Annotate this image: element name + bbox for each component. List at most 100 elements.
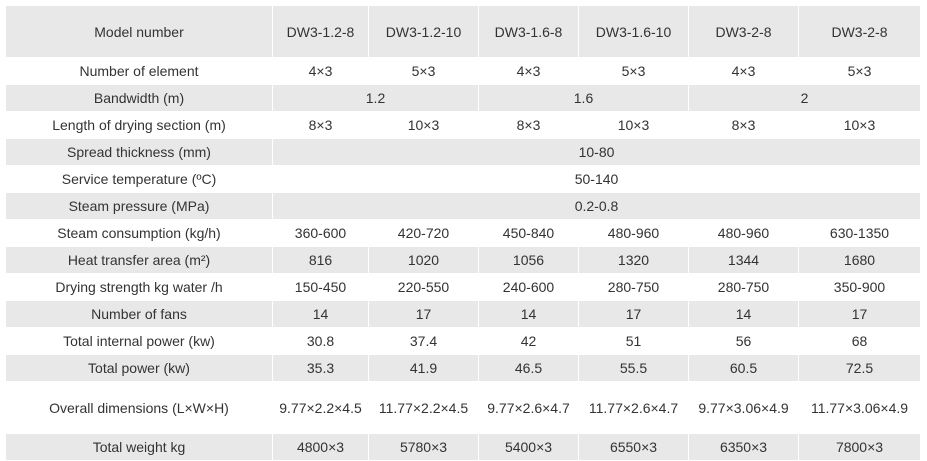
table-row: Service temperature (ºC) 50-140 <box>5 165 921 193</box>
cell: 280-750 <box>688 273 799 301</box>
cell: 11.77×2.2×4.5 <box>368 381 479 434</box>
page: Model number DW3-1.2-8 DW3-1.2-10 DW3-1.6-8… <box>5 5 921 461</box>
row-label: Number of element <box>5 57 273 85</box>
row-label: Model number <box>5 5 273 58</box>
spec-table: Model number DW3-1.2-8 DW3-1.2-10 DW3-1.6-8… <box>5 5 921 461</box>
cell: 51 <box>578 327 689 355</box>
cell: 8×3 <box>688 111 799 139</box>
cell: DW3-1.6-10 <box>578 5 689 58</box>
cell: 5780×3 <box>368 433 479 461</box>
cell: 4×3 <box>478 57 579 85</box>
cell: 4×3 <box>272 57 369 85</box>
cell: 1056 <box>478 246 579 274</box>
row-label: Total internal power (kw) <box>5 327 273 355</box>
cell: 4800×3 <box>272 433 369 461</box>
table-row: Steam consumption (kg/h) 360-600 420-720 45… <box>5 219 921 247</box>
table-row: Model number DW3-1.2-8 DW3-1.2-10 DW3-1.6-8… <box>5 5 921 58</box>
cell: 1320 <box>578 246 689 274</box>
row-label: Number of fans <box>5 300 273 328</box>
table-row: Overall dimensions (L×W×H) 9.77×2.2×4.5 11… <box>5 381 921 434</box>
row-label: Length of drying section (m) <box>5 111 273 139</box>
cell: 1344 <box>688 246 799 274</box>
cell: 14 <box>688 300 799 328</box>
cell: 9.77×2.2×4.5 <box>272 381 369 434</box>
cell: 240-600 <box>478 273 579 301</box>
cell: 2 <box>688 84 921 112</box>
table-row: Total internal power (kw) 30.8 37.4 42 51 56 6… <box>5 327 921 355</box>
cell: 14 <box>272 300 369 328</box>
cell: 17 <box>798 300 921 328</box>
table-row: Number of element 4×3 5×3 4×3 5×3 4×3 5×3 <box>5 57 921 85</box>
table-row: Drying strength kg water /h 150-450 220-55… <box>5 273 921 301</box>
cell: 150-450 <box>272 273 369 301</box>
cell: 11.77×2.6×4.7 <box>578 381 689 434</box>
cell: 37.4 <box>368 327 479 355</box>
cell: 0.2-0.8 <box>272 192 921 220</box>
table-row: Length of drying section (m) 8×3 10×3 8×3 10… <box>5 111 921 139</box>
cell: 480-960 <box>578 219 689 247</box>
table-row: Spread thickness (mm) 10-80 <box>5 138 921 166</box>
table-row: Total weight kg 4800×3 5780×3 5400×3 6550×3 6… <box>5 433 921 461</box>
cell: 8×3 <box>272 111 369 139</box>
cell: 220-550 <box>368 273 479 301</box>
cell: 350-900 <box>798 273 921 301</box>
row-label: Total weight kg <box>5 433 273 461</box>
cell: 7800×3 <box>798 433 921 461</box>
cell: 6350×3 <box>688 433 799 461</box>
cell: 17 <box>368 300 479 328</box>
cell: 280-750 <box>578 273 689 301</box>
cell: 72.5 <box>798 354 921 382</box>
table-row: Total power (kw) 35.3 41.9 46.5 55.5 60.5 72.5 <box>5 354 921 382</box>
cell: 55.5 <box>578 354 689 382</box>
cell: 50-140 <box>272 165 921 193</box>
cell: 17 <box>578 300 689 328</box>
cell: 420-720 <box>368 219 479 247</box>
row-label: Steam pressure (MPa) <box>5 192 273 220</box>
row-label: Overall dimensions (L×W×H) <box>5 381 273 434</box>
table-row: Number of fans 14 17 14 17 14 17 <box>5 300 921 328</box>
cell: 41.9 <box>368 354 479 382</box>
cell: 68 <box>798 327 921 355</box>
cell: 14 <box>478 300 579 328</box>
cell: 6550×3 <box>578 433 689 461</box>
cell: 5×3 <box>798 57 921 85</box>
cell: DW3-1.2-8 <box>272 5 369 58</box>
cell: 60.5 <box>688 354 799 382</box>
cell: 8×3 <box>478 111 579 139</box>
cell: 1020 <box>368 246 479 274</box>
cell: 11.77×3.06×4.9 <box>798 381 921 434</box>
table-row: Steam pressure (MPa) 0.2-0.8 <box>5 192 921 220</box>
cell: 450-840 <box>478 219 579 247</box>
row-label: Service temperature (ºC) <box>5 165 273 193</box>
cell: 35.3 <box>272 354 369 382</box>
cell: 9.77×3.06×4.9 <box>688 381 799 434</box>
cell: 10×3 <box>368 111 479 139</box>
cell: 5400×3 <box>478 433 579 461</box>
cell: 10×3 <box>578 111 689 139</box>
cell: 42 <box>478 327 579 355</box>
cell: 56 <box>688 327 799 355</box>
table-row: Bandwidth (m) 1.2 1.6 2 <box>5 84 921 112</box>
row-label: Bandwidth (m) <box>5 84 273 112</box>
cell: 630-1350 <box>798 219 921 247</box>
cell: 4×3 <box>688 57 799 85</box>
cell: DW3-1.6-8 <box>478 5 579 58</box>
cell: 5×3 <box>578 57 689 85</box>
cell: 9.77×2.6×4.7 <box>478 381 579 434</box>
cell: 30.8 <box>272 327 369 355</box>
cell: 480-960 <box>688 219 799 247</box>
cell: DW3-2-8 <box>798 5 921 58</box>
cell: 1680 <box>798 246 921 274</box>
cell: 1.2 <box>272 84 479 112</box>
row-label: Heat transfer area (m²) <box>5 246 273 274</box>
cell: 5×3 <box>368 57 479 85</box>
table-row: Heat transfer area (m²) 816 1020 1056 1320 13… <box>5 246 921 274</box>
row-label: Total power (kw) <box>5 354 273 382</box>
row-label: Steam consumption (kg/h) <box>5 219 273 247</box>
row-label: Drying strength kg water /h <box>5 273 273 301</box>
cell: DW3-1.2-10 <box>368 5 479 58</box>
cell: 1.6 <box>478 84 689 112</box>
cell: 10-80 <box>272 138 921 166</box>
cell: DW3-2-8 <box>688 5 799 58</box>
cell: 46.5 <box>478 354 579 382</box>
